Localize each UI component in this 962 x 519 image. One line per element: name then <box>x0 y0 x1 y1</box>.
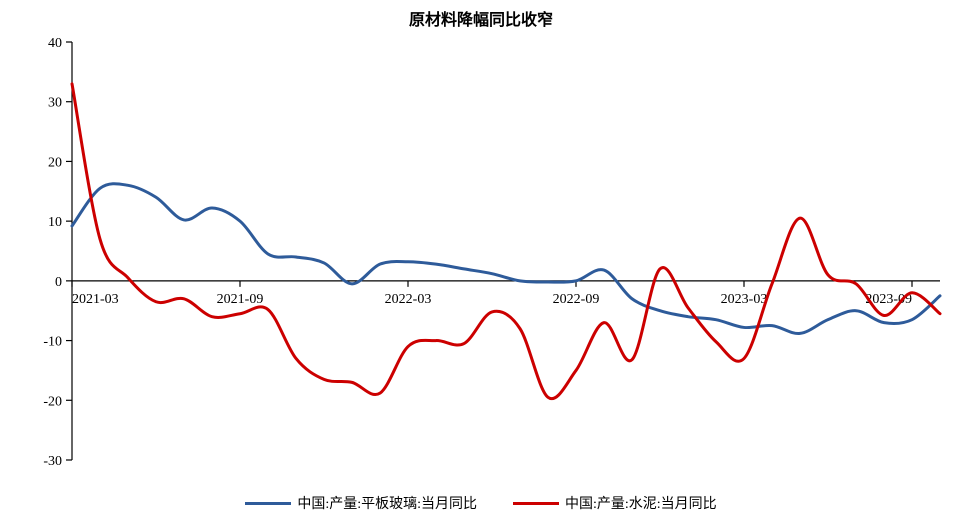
legend-swatch-1 <box>513 502 559 505</box>
series-line-1 <box>72 84 940 399</box>
legend-label-1: 中国:产量:水泥:当月同比 <box>565 493 717 513</box>
x-tick-label: 2022-09 <box>553 292 600 307</box>
y-tick-label: 40 <box>48 36 62 51</box>
legend-label-0: 中国:产量:平板玻璃:当月同比 <box>297 493 477 513</box>
legend-swatch-0 <box>245 502 291 505</box>
chart-svg: -30 -20 -10 0 10 20 30 40 2021-03 2021-09 2022-03 2… <box>0 30 962 482</box>
y-tick-label: -20 <box>43 394 62 409</box>
legend-item-1: 中国:产量:水泥:当月同比 <box>513 493 717 513</box>
x-tick-label: 2021-09 <box>217 292 264 307</box>
legend-item-0: 中国:产量:平板玻璃:当月同比 <box>245 493 477 513</box>
y-tick-label: 30 <box>48 96 62 111</box>
y-tick-label: -10 <box>43 335 62 350</box>
x-tick-label: 2022-03 <box>385 292 432 307</box>
y-tick-label: 20 <box>48 155 62 170</box>
legend: 中国:产量:平板玻璃:当月同比 中国:产量:水泥:当月同比 <box>0 493 962 513</box>
x-tick-label: 2021-03 <box>72 292 119 307</box>
y-tick-label: 0 <box>55 275 62 290</box>
x-tick-label: 2023-03 <box>721 292 768 307</box>
y-tick-label: -30 <box>43 454 62 469</box>
y-tick-label: 10 <box>48 215 62 230</box>
chart-title: 原材料降幅同比收窄 <box>0 6 962 30</box>
chart-container: 原材料降幅同比收窄 -30 -20 -10 0 10 20 30 40 2021-03 2021-… <box>0 0 962 519</box>
